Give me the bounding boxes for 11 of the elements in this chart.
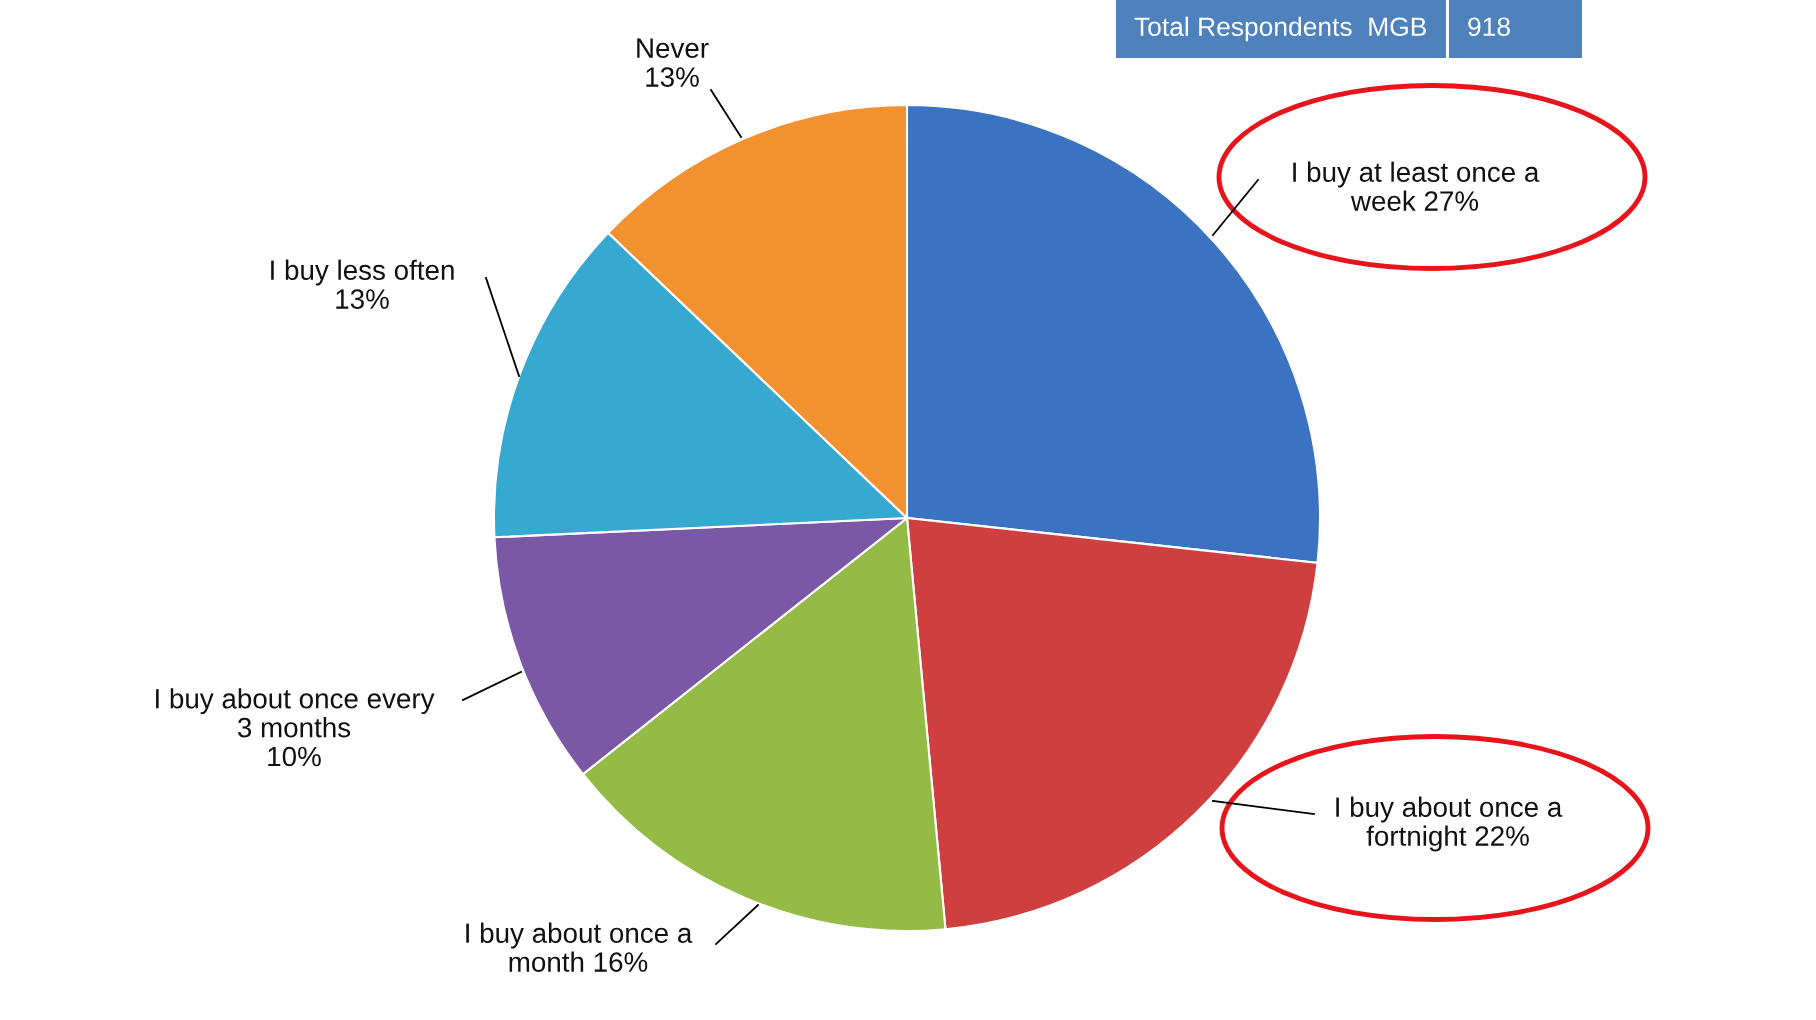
slice-label: I buy about once a fortnight 22%: [1336, 796, 1563, 852]
slice-label: I buy less often: [271, 259, 454, 286]
slice-label: I buy about once a month 16%: [466, 922, 693, 972]
data-label: 13%: [336, 289, 389, 309]
slice-label: I buy about once every 3 months: [156, 688, 435, 738]
text: Total Respondents MGB: [1134, 16, 1426, 42]
text: 918: [1468, 17, 1510, 37]
slice-label: Never: [637, 38, 709, 58]
data-label: 13%: [646, 67, 699, 87]
data-label: 10%: [268, 746, 321, 767]
slice-label: I buy at least once a week 27%: [1293, 161, 1540, 211]
